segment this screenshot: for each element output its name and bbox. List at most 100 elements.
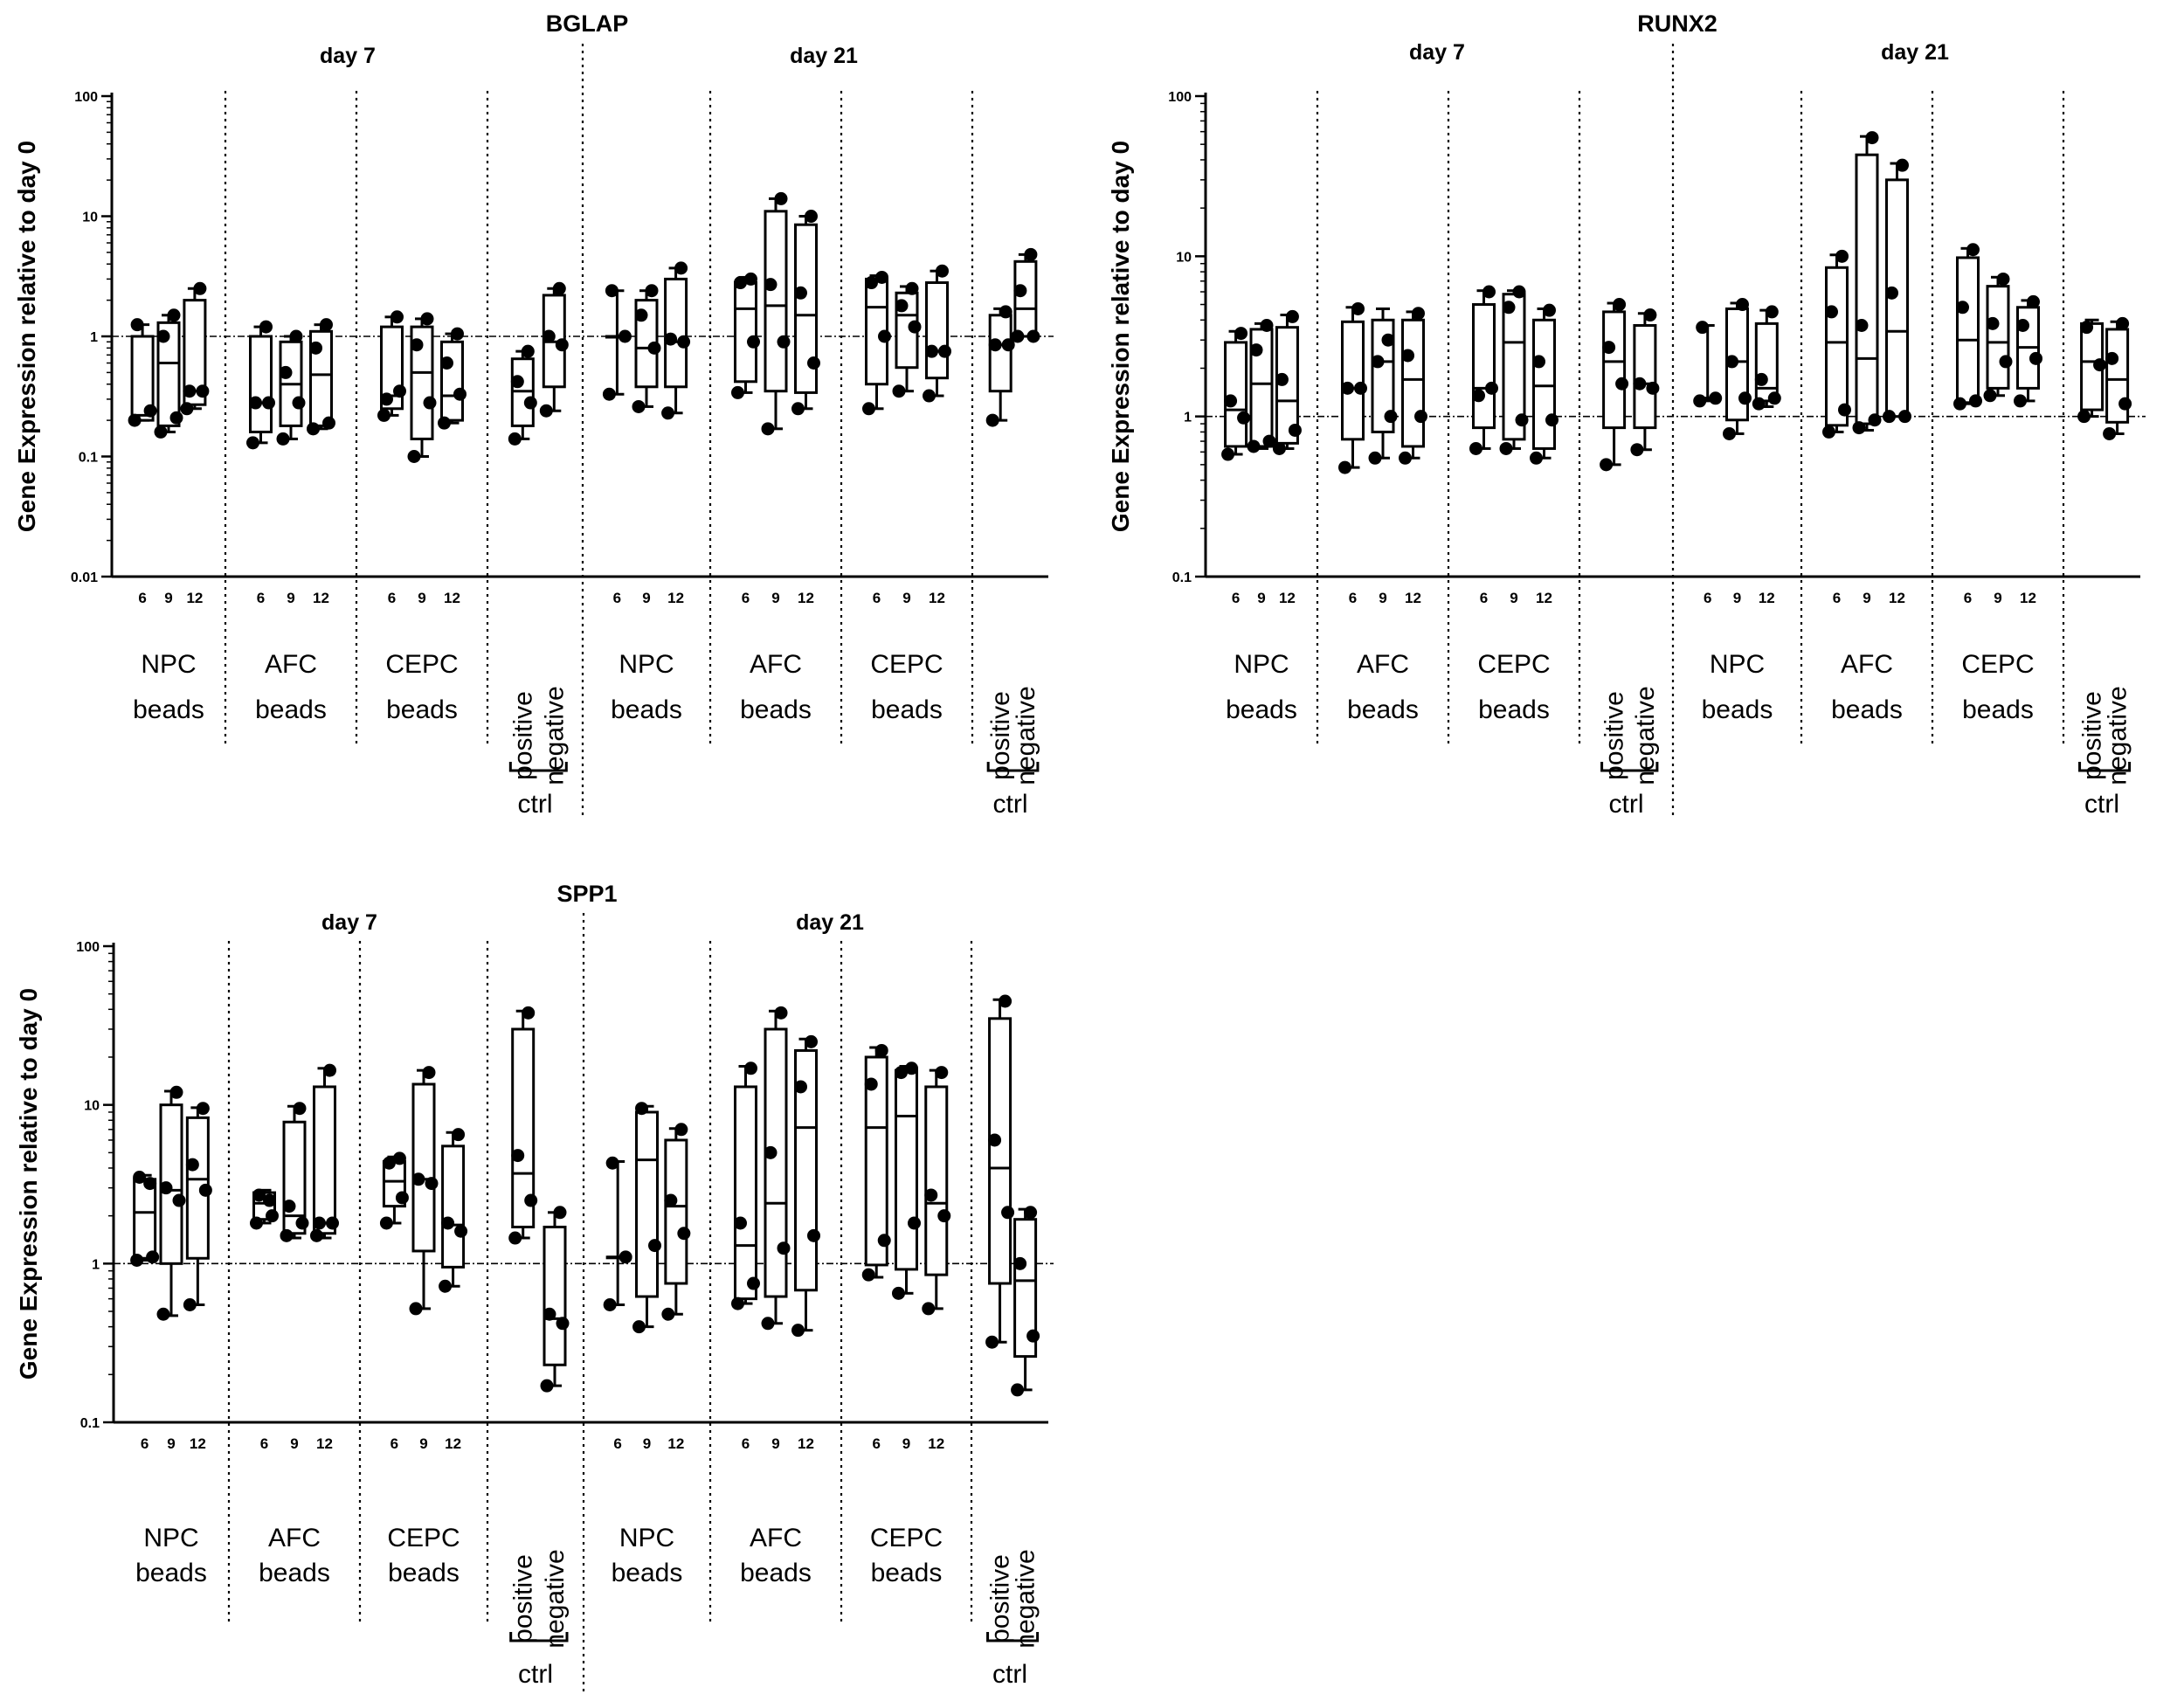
data-point [543,1307,556,1321]
box: 6 [1338,301,1367,606]
y-tick-label: 1 [92,1257,100,1272]
data-point [1646,381,1660,395]
data-point [632,399,646,413]
box-iqr [864,1055,888,1267]
data-point [154,425,168,439]
data-point [183,1298,197,1312]
data-point [193,281,207,295]
data-point [1024,1206,1038,1220]
data-point [183,384,197,398]
box: 9 [1499,285,1529,606]
y-tick-label: 100 [1168,90,1192,105]
group: 6 9 12 CEPC beads [1953,243,2042,724]
data-point [647,341,661,355]
data-point [522,1006,536,1020]
y-tick-label: 1 [90,330,98,345]
box: 12 [1530,303,1559,606]
x-tick-label: 9 [771,1435,779,1452]
data-point [1754,372,1768,386]
box [985,305,1015,427]
box: 12 [180,281,210,606]
box: 9 [761,191,791,606]
y-axis-label: Gene Expression relative to day 0 [15,988,42,1379]
box-iqr [664,1138,688,1285]
group-label: NPC [619,1524,674,1552]
data-point [252,1188,266,1202]
data-point [282,1200,296,1214]
data-point [664,1193,678,1207]
box: 12 [1272,309,1302,606]
x-tick-label: 12 [444,590,460,606]
x-tick-label: 6 [873,590,881,606]
data-point [1738,391,1752,405]
data-point [380,392,393,406]
data-point [407,450,421,463]
data-point [1272,441,1286,455]
data-point [1502,301,1516,315]
data-point [1633,377,1647,391]
data-point [674,1123,688,1137]
data-point [1709,391,1723,405]
ctrl-label: negative [1631,686,1660,785]
group: 6 9 12 NPC beads [603,1102,691,1587]
data-point [1285,309,1299,323]
data-point [1351,301,1365,315]
data-point [734,1216,747,1230]
ctrl-label: ctrl [2084,790,2119,819]
data-point [1001,338,1015,352]
x-tick-label: 6 [872,1435,880,1452]
box: 9 [280,1102,309,1452]
box: 6 [1693,321,1723,606]
data-point [1338,460,1351,474]
x-tick-label: 9 [902,1435,910,1452]
data-point [605,1156,619,1170]
y-tick-label: 0.1 [80,1416,100,1431]
group: 6 9 12 NPC beads [602,261,691,724]
box [2077,318,2107,424]
box: 6 [603,1156,632,1452]
box: 12 [2014,294,2042,606]
box: 9 [1247,318,1276,606]
data-point [1835,249,1849,263]
box: 9 [1852,131,1882,606]
data-point [172,1193,186,1207]
x-tick-label: 6 [388,590,396,606]
data-point [861,1268,875,1282]
data-point [409,1302,423,1316]
x-tick-label: 9 [419,1435,427,1452]
group-label: beads [1702,695,1773,724]
data-point [263,1193,276,1207]
box-iqr [1341,320,1365,441]
x-tick-label: 6 [257,590,265,606]
data-point [1026,1329,1040,1343]
data-point [2093,358,2107,372]
group: 6 9 12 AFC beads [246,318,335,724]
data-point [794,286,807,300]
ctrl-bracket [2078,762,2132,772]
data-point [1237,411,1251,425]
data-point [1221,447,1235,461]
group: 6 9 12 NPC beads [1221,309,1302,724]
data-point [1822,425,1835,439]
data-point [542,329,556,343]
data-point [878,329,891,343]
data-point [510,375,524,389]
data-point [539,404,553,418]
x-tick-label: 9 [643,1435,651,1452]
box-iqr [411,1082,436,1253]
group-label: AFC [750,650,802,679]
group-label: beads [255,695,327,724]
data-point [1024,247,1038,261]
data-point [1693,394,1707,408]
data-point [1469,441,1482,455]
data-point [877,1234,891,1248]
x-tick-label: 9 [1733,590,1741,606]
data-point [2116,316,2130,330]
x-tick-label: 12 [928,1435,944,1452]
group: 6 9 12 AFC beads [731,191,820,724]
group: 6 9 12 NPC beads [130,1085,212,1587]
data-point [1262,434,1276,448]
data-point [618,329,632,343]
data-point [1767,391,1781,405]
